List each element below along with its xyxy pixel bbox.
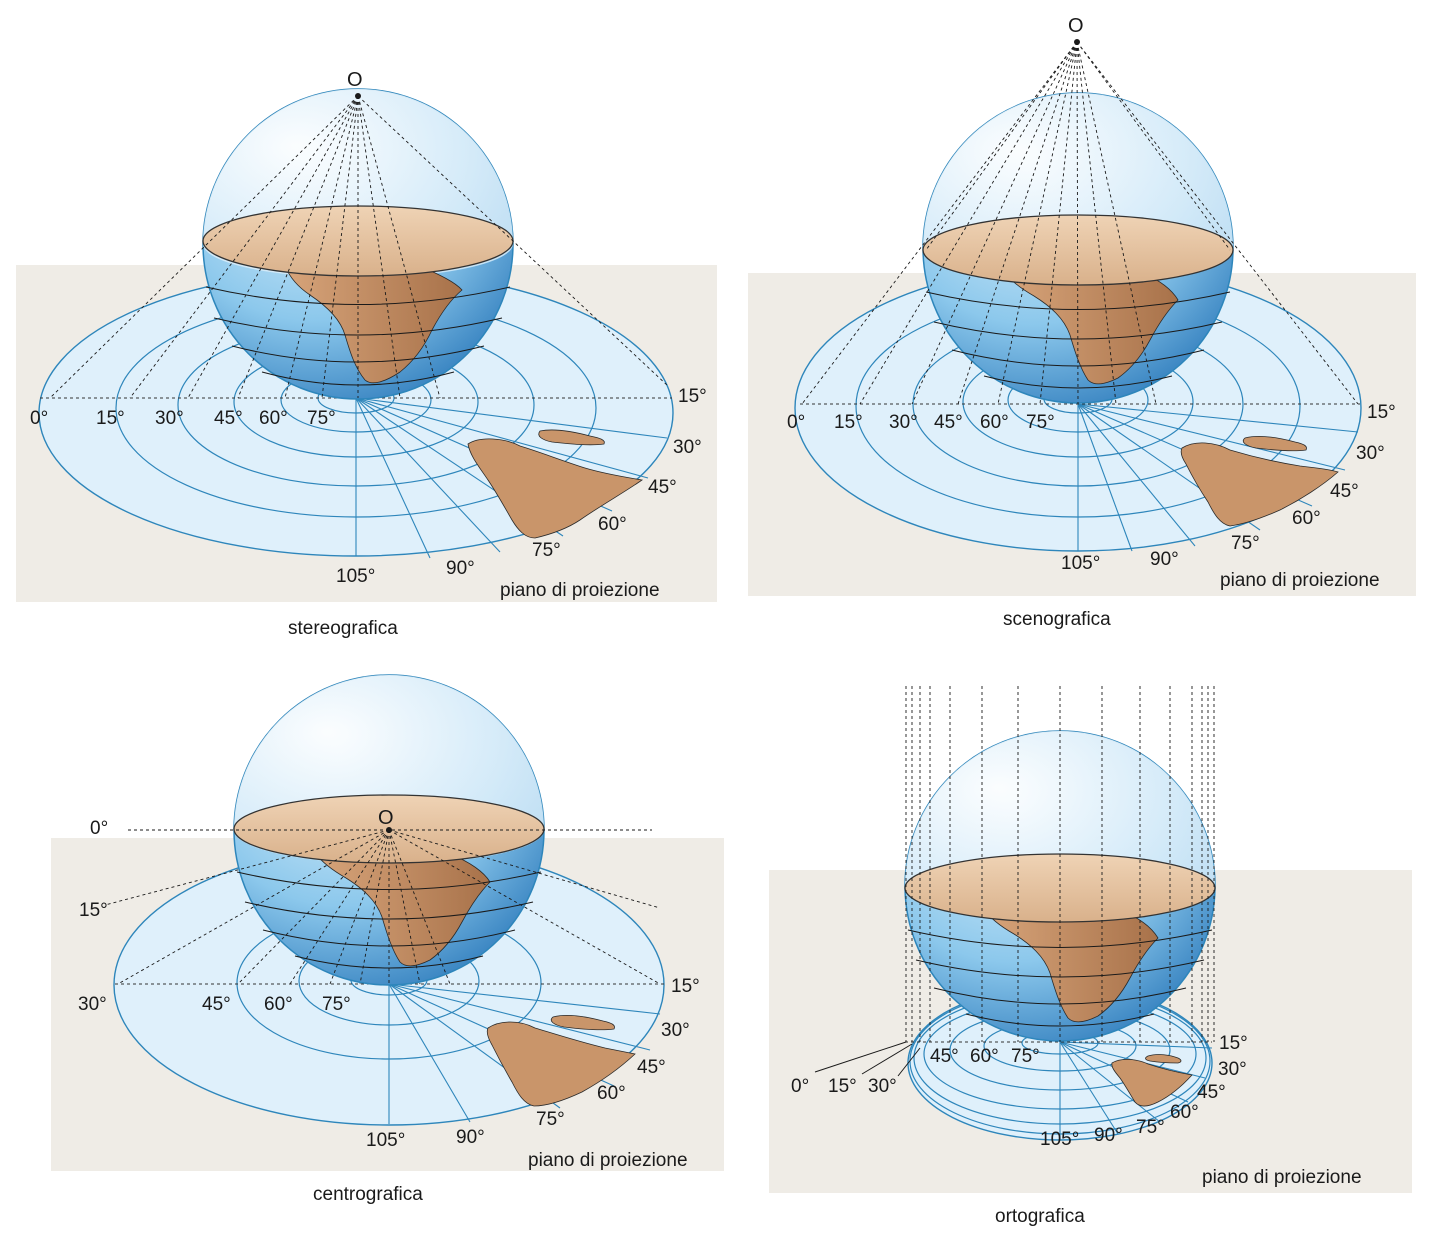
caption-stereografica: stereografica [288,618,398,639]
left-label-45: 45° [934,412,963,433]
right-label-60: 60° [1292,508,1321,529]
right-label-15: 15° [678,386,707,407]
right-label-30: 30° [1218,1059,1247,1080]
left-label-45: 45° [202,994,231,1015]
right-label-75: 75° [532,540,561,561]
caption-ortografica: ortografica [995,1206,1085,1227]
right-label-60: 60° [1170,1102,1199,1123]
right-label-75: 75° [536,1109,565,1130]
left-label-30: 30° [868,1076,897,1097]
panel-stereografica: O 0° 15° 30° 45° 60° 75° 15° 30° 45° 60°… [16,69,717,639]
left-label-15: 15° [79,900,108,921]
right-label-15: 15° [1219,1033,1248,1054]
island-land [538,429,605,446]
right-label-45: 45° [648,477,677,498]
right-label-15: 15° [1367,402,1396,423]
right-label-90: 90° [1094,1125,1123,1146]
plane-label: piano di proiezione [1202,1167,1362,1188]
south-america-land [486,1021,636,1107]
left-label-15: 15° [828,1076,857,1097]
right-label-45: 45° [1197,1082,1226,1103]
right-label-45: 45° [1330,481,1359,502]
right-label-15: 15° [671,976,700,997]
left-label-30: 30° [155,408,184,429]
left-label-45: 45° [214,408,243,429]
right-label-30: 30° [1356,443,1385,464]
projection-disc [38,269,674,559]
left-label-60: 60° [264,994,293,1015]
island-land [550,1014,615,1031]
left-label-0: 0° [90,818,108,839]
globe [49,88,669,400]
right-label-75: 75° [1136,1117,1165,1138]
left-label-60: 60° [259,408,288,429]
left-label-0: 0° [30,408,48,429]
left-label-0: 0° [791,1076,809,1097]
left-label-75: 75° [1011,1046,1040,1067]
africa-land [1004,271,1179,385]
left-label-45: 45° [930,1046,959,1067]
south-america-land [1111,1058,1193,1107]
left-label-75: 75° [322,994,351,1015]
panel-centrografica: O 0° 15° 30° 45° 60° 75° 15° 30° 45° 60°… [51,674,724,1205]
left-label-30: 30° [78,994,107,1015]
right-label-75: 75° [1231,533,1260,554]
right-label-30: 30° [661,1020,690,1041]
caption-centrografica: centrografica [313,1184,423,1205]
left-label-60: 60° [970,1046,999,1067]
center-label-o: O [378,807,394,829]
left-label-60: 60° [980,412,1009,433]
caption-scenografica: scenografica [1003,609,1111,630]
right-label-105: 105° [1061,553,1100,574]
globe [104,674,661,986]
right-label-90: 90° [446,558,475,579]
panel-scenografica: O 0° 15° 30° 45° 60° 75° 15° 30° 45° 60°… [748,15,1416,630]
right-label-30: 30° [673,437,702,458]
right-label-90: 90° [456,1127,485,1148]
right-label-90: 90° [1150,549,1179,570]
left-label-75: 75° [307,408,336,429]
right-label-105: 105° [1040,1129,1079,1150]
plane-label: piano di proiezione [500,580,660,601]
plane-label: piano di proiezione [1220,570,1380,591]
right-label-45: 45° [637,1057,666,1078]
south-america-land [467,438,644,539]
left-label-0: 0° [787,412,805,433]
left-label-15: 15° [834,412,863,433]
africa-land [284,265,463,384]
island-land [1145,1054,1182,1064]
right-label-105: 105° [366,1130,405,1151]
island-land [1242,435,1307,452]
center-label-o: O [347,69,363,91]
globe [801,39,1359,405]
left-label-75: 75° [1026,412,1055,433]
africa-land [984,909,1159,1023]
center-label-o: O [1068,15,1084,37]
south-america-land [1180,442,1339,527]
right-label-60: 60° [597,1083,626,1104]
right-label-105: 105° [336,566,375,587]
right-label-60: 60° [598,514,627,535]
globe [814,686,1216,1077]
plane-label: piano di proiezione [528,1150,688,1171]
panel-ortografica: 0° 15° 30° 45° 60° 75° 15° 30° 45° 60° 7… [769,686,1412,1227]
left-label-30: 30° [889,412,918,433]
left-label-15: 15° [96,408,125,429]
